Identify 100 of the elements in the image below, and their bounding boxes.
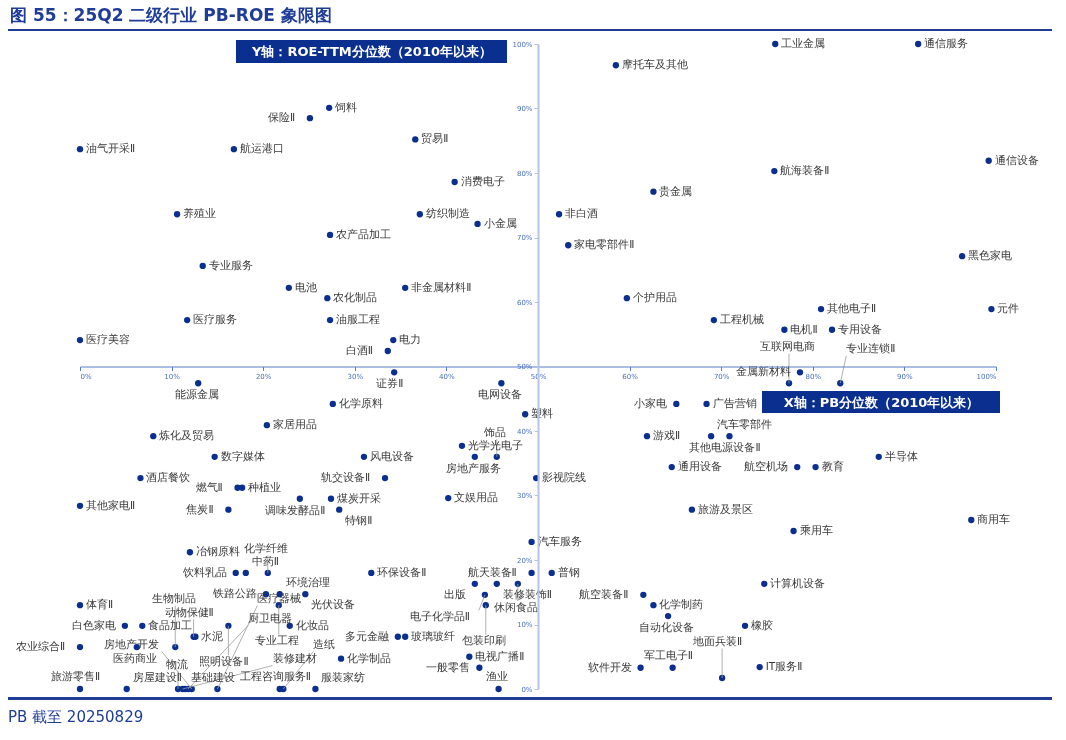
annotation: 特钢Ⅱ [345, 513, 373, 526]
annotation: 农产品加工 [336, 227, 392, 240]
annotation: 包装印刷 [462, 634, 507, 647]
annotation: 计算机设备 [770, 576, 826, 589]
annotation: 油气开采Ⅱ [86, 142, 136, 155]
annotation: 医疗服务 [193, 313, 238, 326]
annotation: 互联网电商 [759, 340, 815, 353]
annotation: 食品加工 [148, 618, 193, 631]
annotation: 贵金属 [659, 184, 693, 197]
annotation: 汽车零部件 [717, 418, 773, 431]
annotation: 航运港口 [239, 142, 284, 155]
annotation: 其他电子Ⅱ [827, 302, 877, 315]
annotation: 房地产服务 [445, 461, 501, 474]
annotation: 化妆品 [295, 618, 329, 631]
annotation: 化学制品 [347, 651, 392, 664]
annotation: 电池 [294, 280, 317, 293]
annotation: 金属新材料 [735, 365, 791, 378]
annotation: 焦炭Ⅱ [186, 502, 214, 515]
annotation: 专用设备 [838, 322, 883, 335]
annotation: 工程机械 [719, 313, 764, 326]
annotation: 多元金融 [344, 629, 389, 642]
annotation: 玻璃玻纤 [411, 629, 456, 642]
annotation: 消费电子 [460, 175, 505, 188]
annotation: 元件 [997, 302, 1020, 315]
annotation: 一般零售 [426, 660, 471, 673]
annotation: 橡胶 [751, 618, 774, 631]
annotation: 航空装备Ⅱ [579, 587, 629, 600]
annotation: 化学原料 [338, 396, 383, 409]
annotation: 中药Ⅱ [251, 554, 279, 567]
annotation: 油服工程 [336, 313, 381, 326]
annotation: 电视广播Ⅱ [475, 649, 525, 662]
annotation: 渔业 [486, 670, 509, 682]
annotation: 专业连锁Ⅱ [846, 342, 896, 355]
annotation: 照明设备Ⅱ [199, 654, 249, 667]
annotation: 工业金属 [781, 37, 826, 49]
annotation: 通信服务 [924, 37, 969, 49]
annotation: 煤炭开采 [336, 491, 381, 504]
annotation: 休闲食品 [494, 600, 539, 613]
annotation: 通信设备 [994, 153, 1039, 166]
annotation: 教育 [821, 460, 844, 473]
annotation: 专业服务 [208, 258, 253, 271]
annotation: 电子化学品Ⅱ [409, 609, 471, 622]
annotation: 军工电子Ⅱ [643, 648, 693, 661]
annotation: 种植业 [248, 480, 282, 493]
annotation: 冶钢原料 [195, 545, 240, 558]
annotation: 旅游零售Ⅱ [51, 670, 101, 682]
annotation: 贸易Ⅱ [421, 132, 449, 145]
annotation: 光学光电子 [467, 438, 523, 451]
annotation: 家电零部件Ⅱ [574, 238, 635, 251]
annotation: 其他家电Ⅱ [86, 498, 136, 511]
annotation: 白色家电 [71, 618, 116, 631]
annotation: 饰品 [483, 425, 507, 438]
annotation: 黑色家电 [968, 249, 1013, 262]
annotation: 汽车服务 [537, 534, 582, 547]
annotation: 电网设备 [477, 388, 522, 401]
annotation: 医疗器械 [257, 592, 302, 604]
annotation: 自动化设备 [639, 621, 695, 634]
annotation: 地面兵装Ⅱ [692, 635, 743, 648]
annotation: 装修建材 [272, 652, 317, 664]
annotation: 旅游及景区 [697, 502, 753, 515]
annotation: 农化制品 [333, 291, 378, 304]
annotation: 饮料乳品 [181, 565, 227, 578]
annotation: 服装家纺 [321, 671, 366, 683]
annotation: 数字媒体 [220, 449, 265, 462]
annotation: 证券Ⅱ [376, 377, 404, 390]
annotation: 物流 [165, 658, 188, 670]
annotation: 普钢 [557, 565, 580, 578]
annotation: 燃气Ⅱ [195, 480, 223, 493]
annotation: 风电设备 [369, 449, 414, 462]
annotation: 调味发酵品Ⅱ [265, 503, 326, 516]
annotation: 环保设备Ⅱ [377, 565, 427, 578]
annotation: 家居用品 [272, 418, 317, 431]
annotation: 房屋建设Ⅱ [132, 671, 182, 683]
annotation: 铁路公路 [211, 587, 257, 600]
annotation: 通用设备 [677, 460, 722, 473]
annotation: 电力 [399, 333, 422, 346]
annotation: 工程咨询服务Ⅱ [239, 670, 311, 682]
annotation: 生物制品 [151, 592, 196, 605]
annotation: 专业工程 [255, 634, 300, 647]
annotation: 农业综合Ⅱ [16, 640, 66, 653]
annotation: 乘用车 [799, 523, 833, 536]
annotation: 水泥 [201, 629, 224, 642]
annotation: 个护用品 [632, 291, 677, 304]
text: PB 截至 20250829 [8, 697, 1052, 727]
annotation: 炼化及贸易 [159, 429, 215, 442]
annotation: 非金属材料Ⅱ [411, 280, 472, 293]
annotation: 航海装备Ⅱ [780, 164, 830, 177]
annotation: 摩托车及其他 [621, 58, 688, 71]
annotation: 养殖业 [183, 207, 217, 220]
annotation: 出版 [443, 587, 466, 600]
annotation: 小家电 [634, 396, 668, 409]
annotation: 航天装备Ⅱ [467, 565, 517, 578]
annotation: 文娱用品 [454, 491, 499, 504]
annotation: 化学制药 [659, 598, 704, 611]
annotation: IT服务Ⅱ [765, 660, 803, 673]
annotation: 房地产开发 [103, 638, 159, 650]
annotation: 轨交设备Ⅱ [321, 471, 371, 484]
annotation: 保险Ⅱ [267, 111, 296, 124]
annotation: 酒店餐饮 [146, 471, 191, 484]
annotation: 基础建设 [191, 671, 236, 683]
